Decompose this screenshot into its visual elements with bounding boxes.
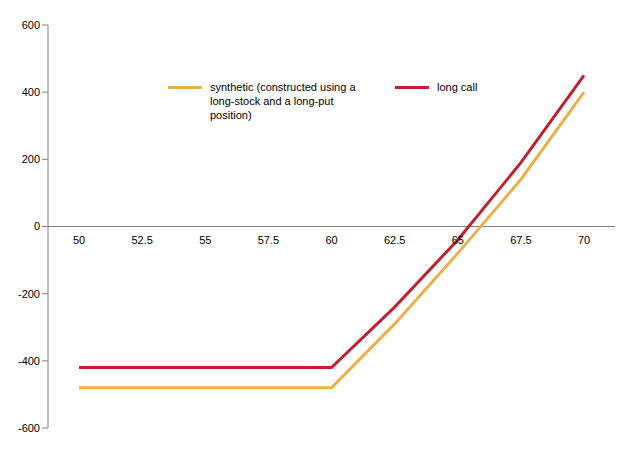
html-text:long call: long call <box>437 81 478 93</box>
svg-text:0: 0 <box>34 220 40 232</box>
svg-text:50: 50 <box>73 234 85 246</box>
svg-text:55: 55 <box>199 234 211 246</box>
html-text:synthetic (constructed using a: synthetic (constructed using a long-stoc… <box>210 81 356 121</box>
svg-text:-200: -200 <box>18 288 40 300</box>
svg-text:600: 600 <box>22 19 40 31</box>
svg-text:62.5: 62.5 <box>384 234 405 246</box>
svg-text:60: 60 <box>325 234 337 246</box>
svg-text:65: 65 <box>452 234 464 246</box>
svg-text:-600: -600 <box>18 422 40 434</box>
svg-text:70: 70 <box>578 234 590 246</box>
svg-text:57.5: 57.5 <box>258 234 279 246</box>
svg-text:67.5: 67.5 <box>510 234 531 246</box>
svg-text:200: 200 <box>22 153 40 165</box>
svg-text:400: 400 <box>22 86 40 98</box>
svg-text:-400: -400 <box>18 355 40 367</box>
svg-text:52.5: 52.5 <box>131 234 152 246</box>
